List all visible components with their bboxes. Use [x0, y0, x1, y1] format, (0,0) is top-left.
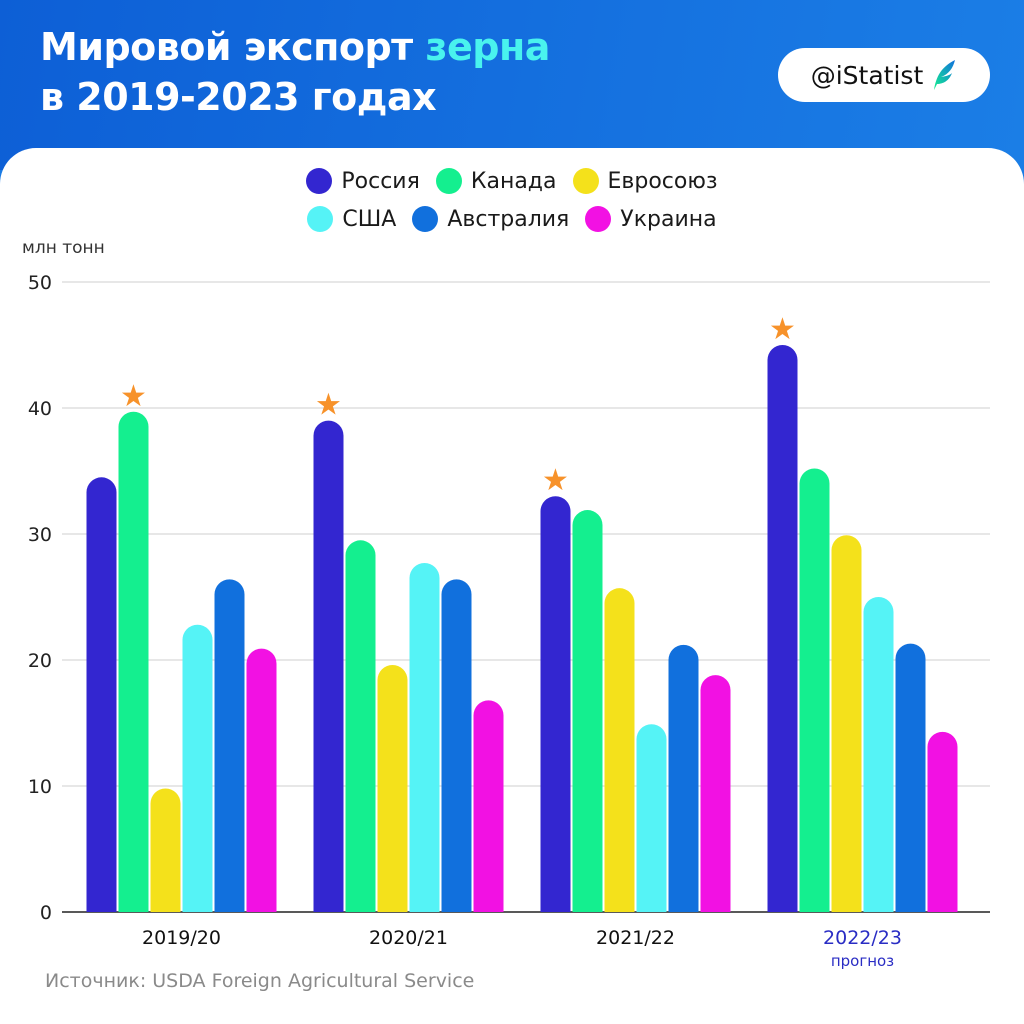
legend-item: Украина: [585, 206, 717, 232]
legend-swatch: [572, 168, 599, 194]
y-tick-label: 40: [28, 398, 52, 420]
title-highlight: зерна: [425, 25, 550, 69]
y-tick-label: 30: [28, 524, 52, 546]
bar: [700, 675, 731, 912]
source-note: Источник: USDA Foreign Agricultural Serv…: [45, 970, 475, 992]
bar: [246, 648, 277, 912]
feather-logo-icon: [934, 60, 956, 90]
bar: [377, 665, 408, 912]
leader-star-icon: ★: [769, 312, 796, 347]
legend-item: США: [307, 206, 396, 232]
title-line-2: в 2019-2023 годах: [40, 75, 437, 119]
bar: [863, 597, 894, 912]
bar: [409, 562, 440, 912]
bar: [441, 579, 472, 912]
legend-label: Австралия: [447, 206, 570, 232]
legend-swatch: [412, 206, 439, 232]
legend-swatch: [435, 168, 462, 194]
bar: [799, 468, 830, 912]
x-tick-label: 2019/20: [142, 927, 221, 949]
bar: [767, 345, 798, 913]
istatist-badge[interactable]: @iStatist: [778, 48, 990, 102]
bar: [150, 788, 181, 912]
y-axis-unit-label: млн тонн: [22, 238, 105, 258]
bar: [345, 540, 376, 912]
x-tick-label: 2021/22: [596, 927, 675, 949]
legend-label: Украина: [620, 206, 717, 232]
bar: [214, 579, 245, 912]
bar: [895, 643, 926, 912]
x-tick-label: 2022/23: [823, 927, 902, 949]
bar: [668, 644, 699, 912]
legend-swatch: [585, 206, 612, 232]
bar: [473, 700, 504, 912]
bar: [604, 588, 635, 912]
y-tick-label: 10: [28, 776, 52, 798]
bar: [572, 510, 603, 912]
bar: [927, 731, 958, 912]
bar: [313, 420, 344, 912]
leader-star-icon: ★: [315, 388, 342, 423]
legend-row: Россия Канада Евросоюз: [306, 168, 718, 194]
legend-swatch: [306, 168, 333, 194]
x-tick-label: 2020/21: [369, 927, 448, 949]
badge-label: @iStatist: [810, 60, 924, 90]
y-tick-label: 50: [28, 272, 52, 294]
legend-item: Канада: [435, 168, 557, 194]
chart-legend: Россия Канада Евросоюз США Австралия Украина: [0, 168, 1024, 232]
legend-item: Россия: [306, 168, 420, 194]
legend-item: Австралия: [412, 206, 569, 232]
y-tick-label: 20: [28, 650, 52, 672]
legend-item: Евросоюз: [572, 168, 718, 194]
legend-label: Евросоюз: [607, 168, 718, 194]
bar: [831, 535, 862, 912]
bar: [636, 724, 667, 912]
leader-star-icon: ★: [542, 463, 569, 498]
forecast-note: прогноз: [831, 952, 894, 970]
legend-row: США Австралия Украина: [307, 206, 717, 232]
page-title: Мировой экспорт зерна в 2019-2023 годах: [40, 22, 550, 122]
leader-star-icon: ★: [120, 379, 147, 414]
bar: [540, 496, 571, 912]
legend-swatch: [307, 206, 334, 232]
header-banner: Мировой экспорт зерна в 2019-2023 годах …: [0, 0, 1024, 170]
legend-label: США: [342, 206, 397, 232]
title-line-1: Мировой экспорт: [40, 25, 413, 69]
legend-label: Россия: [341, 168, 420, 194]
bar: [182, 624, 213, 912]
y-tick-label: 0: [40, 902, 52, 924]
bar: [86, 477, 117, 912]
bar: [118, 411, 149, 912]
legend-label: Канада: [470, 168, 557, 194]
